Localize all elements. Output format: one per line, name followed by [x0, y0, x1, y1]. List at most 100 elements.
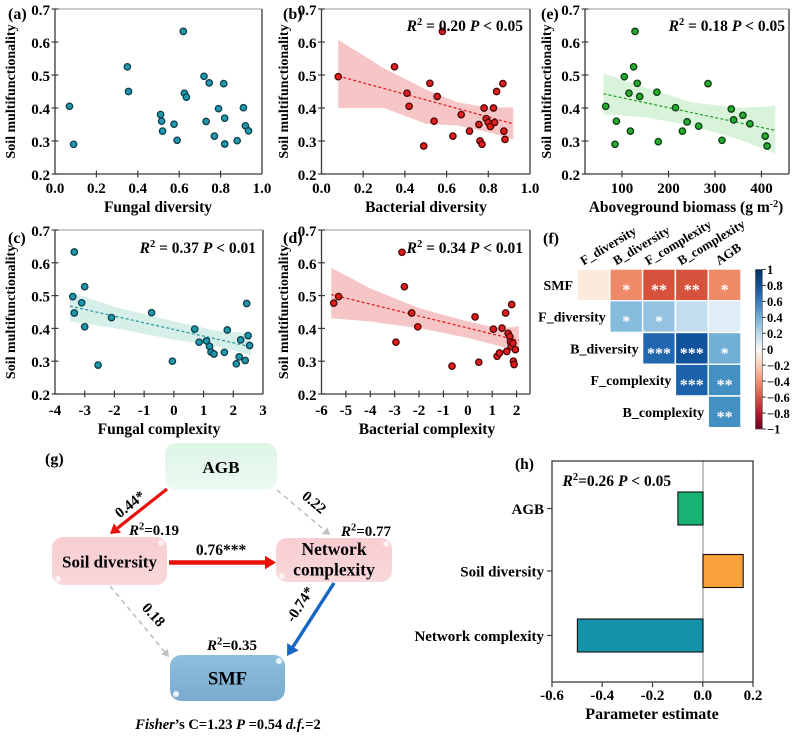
- svg-text:-2: -2: [413, 403, 426, 419]
- svg-text:***: ***: [647, 345, 671, 362]
- svg-text:AGB: AGB: [511, 502, 544, 518]
- svg-text:0.7: 0.7: [31, 3, 50, 19]
- svg-text:0.76***: 0.76***: [196, 542, 247, 559]
- svg-text:0.5: 0.5: [561, 69, 580, 85]
- svg-text:1.0: 1.0: [253, 181, 272, 197]
- svg-text:0.6: 0.6: [31, 36, 50, 52]
- svg-text:0.7: 0.7: [298, 224, 317, 240]
- svg-text:-0.2: -0.2: [641, 688, 665, 704]
- svg-text:0.4: 0.4: [561, 102, 580, 118]
- svg-text:complexity: complexity: [293, 560, 375, 580]
- svg-text:0.5: 0.5: [31, 290, 50, 306]
- svg-text:B_complexity: B_complexity: [623, 406, 705, 421]
- svg-text:Soil multifunctionality: Soil multifunctionality: [4, 245, 19, 379]
- svg-text:0.7: 0.7: [31, 224, 50, 240]
- svg-text:Fungal diversity: Fungal diversity: [104, 199, 212, 216]
- svg-text:0.3: 0.3: [561, 135, 580, 151]
- svg-text:*: *: [622, 282, 630, 299]
- svg-text:**: **: [717, 409, 733, 426]
- svg-text:SMF: SMF: [543, 279, 573, 294]
- svg-text:-1: -1: [138, 403, 151, 419]
- svg-text:F_diversity: F_diversity: [538, 311, 606, 326]
- svg-text:(c): (c): [8, 230, 26, 247]
- svg-text:−0.2: −0.2: [767, 359, 790, 373]
- svg-text:Soil multifunctionality: Soil multifunctionality: [540, 24, 555, 158]
- svg-text:Fisher’s C=1.23 P =0.54 d.f.=2: Fisher’s C=1.23 P =0.54 d.f.=2: [134, 717, 320, 733]
- svg-text:-1: -1: [437, 403, 450, 419]
- svg-text:Network: Network: [301, 539, 366, 559]
- svg-text:0.2: 0.2: [298, 168, 317, 184]
- svg-text:0.4: 0.4: [31, 102, 50, 118]
- svg-text:(f): (f): [543, 231, 559, 248]
- svg-text:-3: -3: [388, 403, 401, 419]
- svg-text:Soil multifunctionality: Soil multifunctionality: [277, 24, 292, 158]
- svg-text:-2: -2: [108, 403, 121, 419]
- svg-text:B_diversity: B_diversity: [570, 342, 638, 357]
- svg-text:R2 = 0.18 P < 0.05: R2 = 0.18 P < 0.05: [668, 17, 786, 35]
- svg-text:1: 1: [767, 263, 773, 277]
- svg-text:***: ***: [680, 345, 704, 362]
- svg-text:0.6: 0.6: [561, 36, 580, 52]
- svg-text:R2=0.19: R2=0.19: [128, 522, 179, 540]
- svg-text:0.7: 0.7: [298, 3, 317, 19]
- svg-text:Network complexity: Network complexity: [414, 629, 544, 645]
- svg-text:R2=0.77: R2=0.77: [340, 523, 392, 541]
- svg-text:0.6: 0.6: [767, 295, 783, 309]
- svg-text:0.2: 0.2: [298, 388, 317, 404]
- svg-text:0.6: 0.6: [170, 181, 189, 197]
- svg-text:*: *: [721, 345, 729, 362]
- svg-text:0.2: 0.2: [31, 388, 50, 404]
- svg-text:0.2: 0.2: [767, 327, 783, 341]
- svg-text:0.4: 0.4: [298, 102, 317, 118]
- svg-text:0.7: 0.7: [561, 3, 580, 19]
- svg-text:(a): (a): [8, 6, 27, 23]
- svg-text:0: 0: [464, 403, 472, 419]
- svg-text:0.3: 0.3: [31, 135, 50, 151]
- svg-text:0: 0: [767, 343, 773, 357]
- svg-text:0.6: 0.6: [437, 181, 456, 197]
- svg-text:0.4: 0.4: [128, 181, 147, 197]
- svg-text:0: 0: [170, 403, 178, 419]
- svg-text:Soil multifunctionality: Soil multifunctionality: [4, 24, 19, 158]
- svg-text:1: 1: [488, 403, 496, 419]
- svg-text:R2 = 0.37 P < 0.01: R2 = 0.37 P < 0.01: [139, 239, 256, 257]
- svg-text:0.3: 0.3: [298, 355, 317, 371]
- svg-text:200: 200: [657, 181, 680, 197]
- svg-text:Bacterial diversity: Bacterial diversity: [365, 199, 487, 216]
- svg-text:0.4: 0.4: [31, 322, 50, 338]
- svg-text:0.8: 0.8: [479, 181, 498, 197]
- svg-text:F_complexity: F_complexity: [591, 374, 672, 389]
- svg-text:0.3: 0.3: [31, 355, 50, 371]
- svg-text:0.2: 0.2: [87, 181, 106, 197]
- svg-text:SMF: SMF: [208, 670, 247, 690]
- svg-text:R2 = 0.20 P < 0.05: R2 = 0.20 P < 0.05: [406, 17, 524, 35]
- svg-text:R2=0.35: R2=0.35: [206, 637, 257, 655]
- svg-text:300: 300: [704, 181, 727, 197]
- svg-text:***: ***: [680, 377, 704, 394]
- svg-text:(d): (d): [283, 230, 303, 247]
- svg-text:2: 2: [230, 403, 238, 419]
- svg-text:(g): (g): [45, 451, 64, 468]
- svg-text:-3: -3: [78, 403, 91, 419]
- svg-text:**: **: [651, 282, 667, 299]
- svg-text:0.2: 0.2: [561, 168, 580, 184]
- svg-text:*: *: [655, 314, 663, 331]
- svg-text:Aboveground biomass (g m-2): Aboveground biomass (g m-2): [589, 199, 784, 216]
- svg-text:3: 3: [259, 403, 267, 419]
- svg-text:-4: -4: [49, 403, 62, 419]
- svg-text:−0.4: −0.4: [767, 375, 790, 389]
- svg-text:0.5: 0.5: [31, 69, 50, 85]
- svg-text:Soil diversity: Soil diversity: [460, 565, 544, 581]
- svg-text:0.3: 0.3: [298, 135, 317, 151]
- svg-text:0.4: 0.4: [396, 181, 415, 197]
- svg-text:0.6: 0.6: [298, 257, 317, 273]
- svg-text:(e): (e): [541, 6, 559, 23]
- svg-text:0.2: 0.2: [31, 168, 50, 184]
- svg-text:R2 = 0.34 P < 0.01: R2 = 0.34 P < 0.01: [406, 239, 523, 257]
- svg-text:100: 100: [611, 181, 634, 197]
- svg-text:(b): (b): [283, 6, 303, 23]
- svg-text:0.0: 0.0: [46, 181, 65, 197]
- svg-text:400: 400: [750, 181, 773, 197]
- svg-text:AGB: AGB: [202, 458, 239, 477]
- svg-text:0.2: 0.2: [354, 181, 373, 197]
